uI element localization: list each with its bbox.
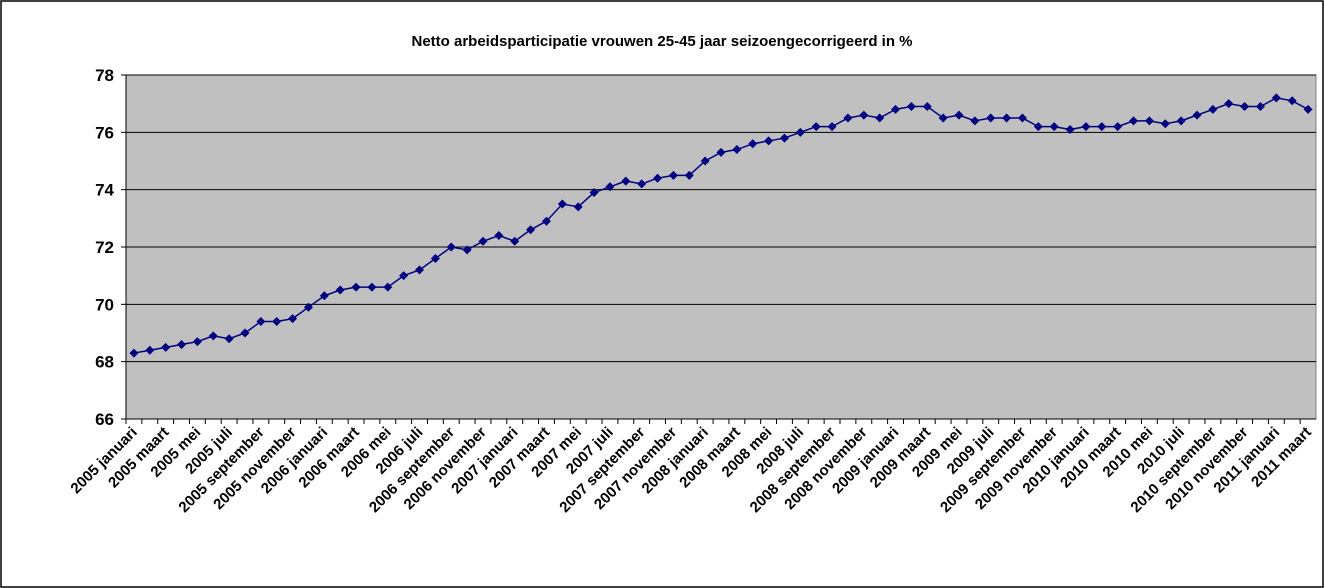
data-point: [684, 170, 694, 180]
data-point: [1033, 122, 1043, 132]
data-point: [272, 317, 282, 327]
data-point: [732, 145, 742, 155]
data-point: [383, 282, 393, 292]
data-point: [970, 116, 980, 126]
data-point: [891, 104, 901, 114]
y-tick-label: 66: [95, 410, 114, 429]
data-point: [462, 245, 472, 255]
y-tick-label: 76: [95, 123, 114, 142]
y-tick-label: 72: [95, 238, 114, 257]
data-point: [1129, 116, 1139, 126]
data-point: [1176, 116, 1186, 126]
data-point: [446, 242, 456, 252]
data-point: [1192, 110, 1202, 120]
data-point: [335, 285, 345, 295]
data-point: [208, 331, 218, 341]
data-point: [399, 271, 409, 281]
data-point: [954, 110, 964, 120]
data-point: [526, 225, 536, 235]
data-point: [764, 136, 774, 146]
data-point: [859, 110, 869, 120]
data-point: [415, 265, 425, 275]
data-point: [637, 179, 647, 189]
data-point: [1049, 122, 1059, 132]
y-tick-label: 78: [95, 66, 114, 85]
data-point: [494, 231, 504, 241]
data-point: [653, 173, 663, 183]
data-point: [224, 334, 234, 344]
data-point: [351, 282, 361, 292]
data-point: [1065, 124, 1075, 134]
chart-title: Netto arbeidsparticipatie vrouwen 25-45 …: [412, 33, 913, 50]
data-point: [303, 302, 313, 312]
data-point: [510, 236, 520, 246]
data-point: [986, 113, 996, 123]
data-point: [541, 216, 551, 226]
data-point: [668, 170, 678, 180]
data-point: [161, 342, 171, 352]
data-point: [748, 139, 758, 149]
data-point: [177, 339, 187, 349]
data-point: [1160, 119, 1170, 129]
data-point: [1271, 93, 1281, 103]
data-point: [1240, 102, 1250, 112]
data-point: [1144, 116, 1154, 126]
data-point: [1255, 102, 1265, 112]
data-point: [1224, 99, 1234, 109]
data-point: [1097, 122, 1107, 132]
data-point: [319, 291, 329, 301]
data-point: [922, 102, 932, 112]
data-point: [573, 202, 583, 212]
data-point: [827, 122, 837, 132]
data-point: [621, 176, 631, 186]
data-point: [430, 253, 440, 263]
data-point: [192, 337, 202, 347]
data-point: [288, 314, 298, 324]
y-tick-label: 70: [95, 295, 114, 314]
data-point: [1303, 104, 1313, 114]
data-point: [478, 236, 488, 246]
data-point: [256, 317, 266, 327]
data-point: [129, 348, 139, 358]
data-point: [906, 102, 916, 112]
data-point: [367, 282, 377, 292]
data-point: [1017, 113, 1027, 123]
data-point: [605, 182, 615, 192]
data-point: [875, 113, 885, 123]
data-point: [240, 328, 250, 338]
data-point: [779, 133, 789, 143]
y-tick-label: 74: [95, 181, 114, 200]
data-point: [1081, 122, 1091, 132]
data-point: [843, 113, 853, 123]
y-tick-label: 68: [95, 353, 114, 372]
data-point: [1002, 113, 1012, 123]
data-point: [700, 156, 710, 166]
data-point: [557, 199, 567, 209]
data-point: [1208, 104, 1218, 114]
data-point: [1113, 122, 1123, 132]
data-point: [938, 113, 948, 123]
data-point: [811, 122, 821, 132]
data-point: [795, 127, 805, 137]
data-point: [1287, 96, 1297, 106]
data-point: [589, 188, 599, 198]
data-point: [145, 345, 155, 355]
data-point: [716, 147, 726, 157]
